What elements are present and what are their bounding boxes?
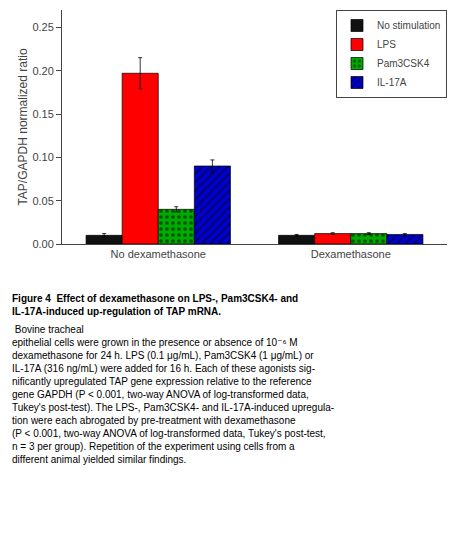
svg-text:IL-17A: IL-17A bbox=[377, 77, 407, 88]
svg-text:No dexamethasone: No dexamethasone bbox=[111, 248, 206, 260]
svg-text:0.20: 0.20 bbox=[32, 65, 53, 77]
svg-text:LPS: LPS bbox=[377, 39, 396, 50]
svg-text:0.25: 0.25 bbox=[32, 21, 53, 33]
svg-text:0.10: 0.10 bbox=[32, 151, 53, 163]
svg-text:0.00: 0.00 bbox=[32, 238, 53, 250]
svg-text:Figure 4 Effect of dexamethas: Figure 4 Effect of dexamethasone on LPS-… bbox=[12, 293, 298, 317]
svg-text:No stimulation: No stimulation bbox=[377, 20, 440, 31]
svg-text:Dexamethasone: Dexamethasone bbox=[311, 248, 391, 260]
svg-text:0.05: 0.05 bbox=[32, 195, 53, 207]
svg-text:0.15: 0.15 bbox=[32, 108, 53, 120]
svg-text:Pam3CSK4: Pam3CSK4 bbox=[377, 58, 430, 69]
svg-text:Bovine trachealepithelial cell: Bovine trachealepithelial cells were gro… bbox=[12, 324, 334, 465]
svg-text:TAP/GAPDH normalized ratio: TAP/GAPDH normalized ratio bbox=[16, 48, 30, 205]
